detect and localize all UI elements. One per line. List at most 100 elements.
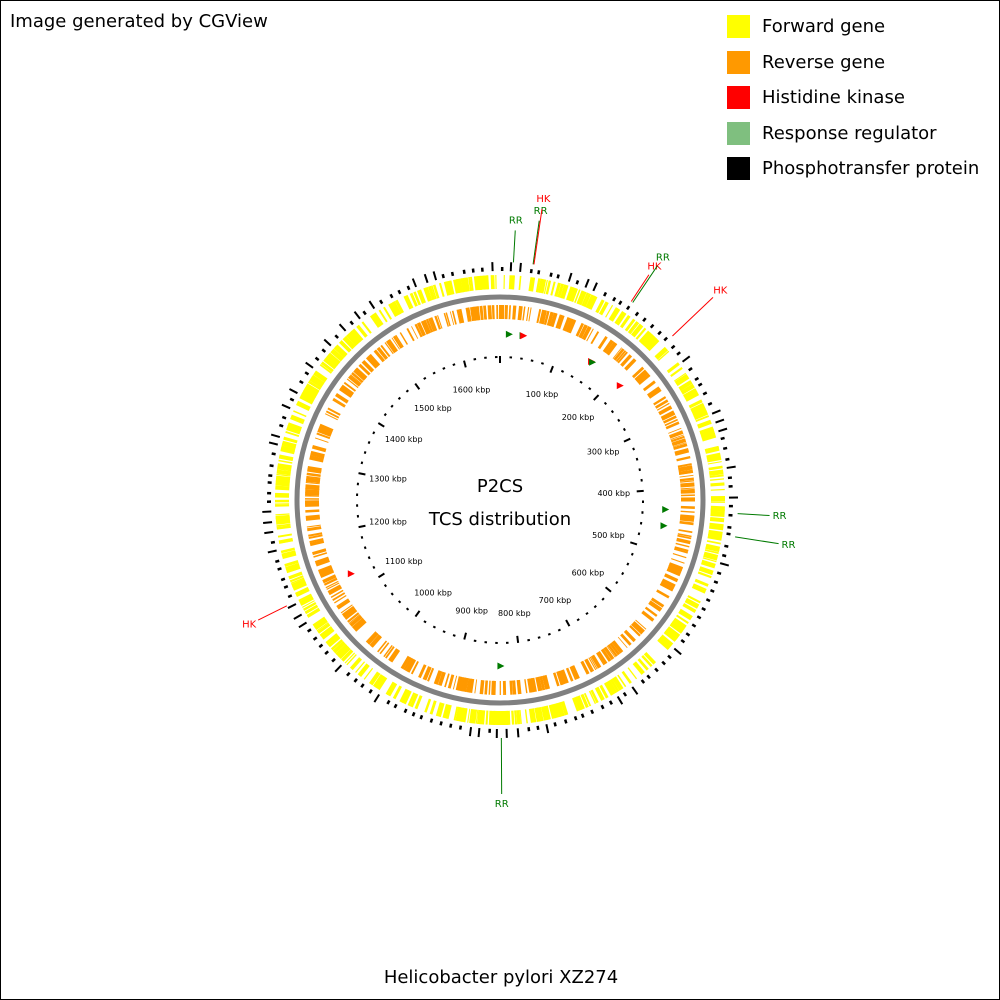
annotation-label: RR [773, 511, 787, 522]
reverse-gene [679, 477, 694, 482]
forward-gene [705, 546, 720, 553]
reverse-gene [668, 562, 683, 572]
reverse-gene [468, 307, 472, 322]
reverse-gene [631, 621, 645, 634]
outer-tick [362, 310, 367, 316]
forward-gene [581, 292, 589, 307]
reverse-gene [465, 307, 472, 322]
ruler-minor-tick [617, 418, 621, 422]
reverse-gene [343, 607, 356, 618]
annotation-callout [735, 536, 779, 545]
reverse-gene [664, 573, 679, 582]
legend-item-reverse-gene: Reverse gene [727, 45, 979, 81]
reverse-gene [358, 364, 371, 376]
forward-gene [361, 321, 372, 334]
forward-gene [657, 638, 670, 650]
reverse-gene [648, 600, 662, 612]
outer-tick [642, 317, 647, 323]
reverse-gene [479, 305, 484, 321]
forward-gene [571, 288, 578, 303]
outer-tick [411, 278, 418, 288]
reverse-gene [388, 648, 399, 662]
reverse-gene [306, 475, 321, 480]
reverse-gene [343, 381, 357, 392]
forward-gene [483, 275, 489, 290]
forward-gene [435, 702, 442, 717]
outer-tick [368, 689, 373, 694]
forward-gene [443, 281, 451, 296]
forward-gene [286, 427, 301, 435]
reverse-gene [584, 659, 593, 673]
outer-tick [663, 336, 669, 342]
reverse-gene [634, 369, 647, 382]
forward-gene [670, 367, 683, 377]
forward-gene [275, 477, 291, 483]
outer-tick [373, 693, 380, 703]
forward-gene [524, 709, 528, 724]
outer-tick [264, 530, 274, 535]
forward-gene [703, 554, 718, 561]
ruler-label: 100 kbp [526, 390, 559, 399]
ruler-minor-tick [363, 451, 367, 455]
forward-gene [302, 600, 315, 608]
response-regulator-marker [497, 662, 505, 670]
ruler-minor-tick [557, 628, 561, 632]
reverse-gene [474, 679, 478, 694]
forward-gene [407, 692, 416, 707]
forward-gene [588, 295, 598, 310]
forward-gene [673, 372, 687, 382]
forward-gene [423, 286, 433, 302]
reverse-gene [680, 488, 695, 493]
reverse-gene [677, 534, 692, 540]
forward-gene [299, 395, 314, 405]
reverse-gene [670, 435, 685, 443]
annotation-label: RR [782, 540, 796, 551]
forward-gene [644, 336, 657, 349]
reverse-gene [416, 322, 425, 337]
ruler-minor-tick [630, 552, 634, 556]
forward-gene [550, 281, 556, 296]
reverse-gene [433, 670, 441, 685]
forward-gene [460, 278, 465, 293]
reverse-gene [483, 305, 488, 320]
forward-gene [399, 688, 410, 704]
reverse-gene [359, 363, 371, 375]
outer-tick [449, 723, 453, 728]
reverse-gene [376, 346, 389, 360]
forward-gene [710, 482, 725, 487]
forward-gene [617, 674, 627, 688]
reverse-gene [537, 676, 543, 691]
ruler-major-tick [414, 383, 421, 390]
forward-gene [660, 634, 674, 647]
annotation-label: HK [713, 285, 728, 296]
annotation-callout [533, 208, 543, 265]
outer-tick [661, 660, 666, 666]
forward-gene [353, 328, 364, 340]
forward-gene [682, 603, 697, 613]
response-regulator-marker [589, 358, 597, 366]
forward-gene [488, 710, 492, 725]
outer-tick [293, 613, 303, 620]
forward-gene [585, 294, 596, 310]
forward-gene [295, 586, 310, 597]
forward-gene [276, 525, 291, 530]
reverse-gene [384, 342, 394, 355]
ruler-minor-tick [452, 634, 456, 637]
forward-gene [280, 547, 296, 554]
reverse-gene [674, 448, 689, 455]
forward-gene [669, 622, 684, 634]
reverse-gene [680, 485, 695, 488]
forward-gene [641, 655, 653, 668]
forward-gene [344, 652, 356, 664]
reverse-gene [656, 589, 670, 599]
forward-gene [468, 277, 472, 292]
forward-gene [287, 422, 302, 431]
reverse-gene [349, 614, 363, 627]
outer-tick [724, 544, 729, 548]
annotation-callout [737, 513, 770, 517]
reverse-gene [624, 358, 637, 371]
forward-gene [575, 695, 585, 710]
reverse-gene [451, 310, 457, 325]
outer-tick [314, 356, 320, 362]
forward-gene [301, 389, 317, 401]
